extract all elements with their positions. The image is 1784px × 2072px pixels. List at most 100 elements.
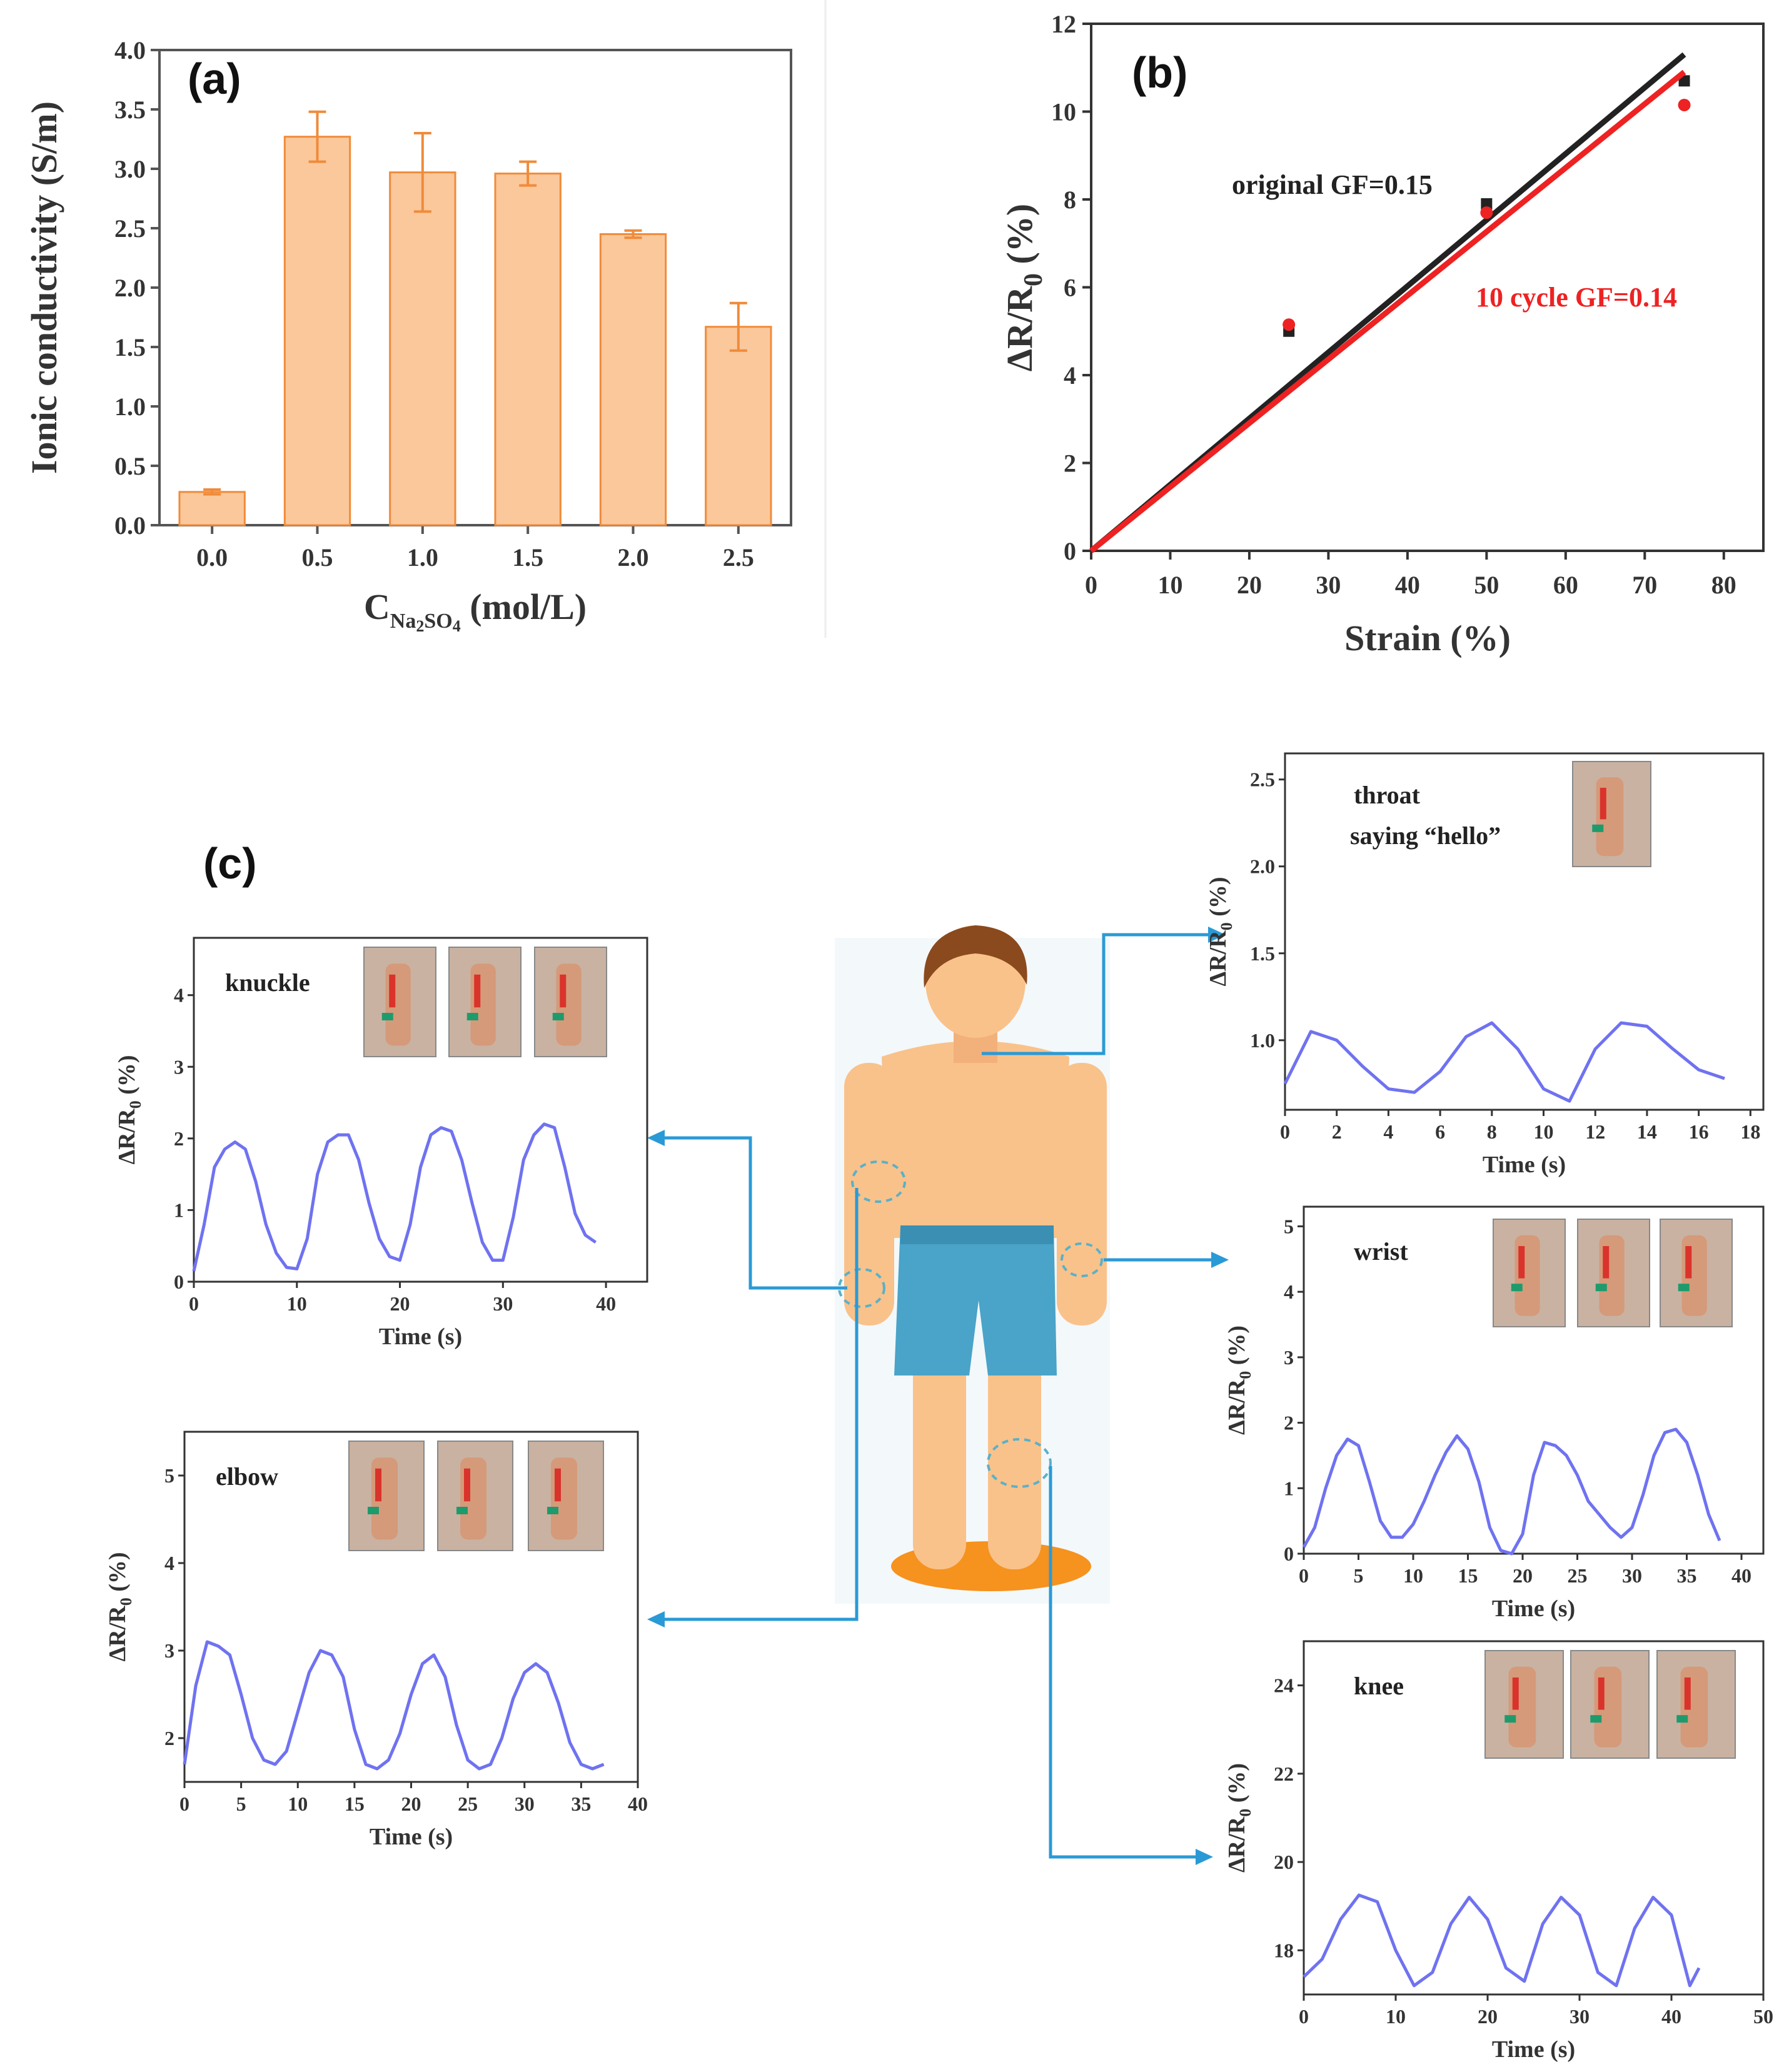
sub-xtick-label: 20 (401, 1793, 421, 1815)
arrow-heads (647, 927, 1229, 1865)
sub-y-title-sub: 0 (1236, 1371, 1254, 1379)
b-y-title-sub: 0 (1019, 273, 1048, 286)
sub-xtick-label: 6 (1435, 1120, 1445, 1143)
sub-signal-line (1303, 1893, 1701, 1988)
sub-xtick-label: 0 (1299, 2005, 1309, 2028)
arrowhead-throat (1208, 927, 1226, 943)
panel-b-y-axis: 0 2 4 6 8 10 12 (1051, 10, 1091, 565)
sub-y-axis-title: ΔR/R0 (%) (1224, 1763, 1254, 1873)
inset-photo-red-lead (1598, 1677, 1605, 1710)
sub-annotation-2: saying “hello” (1350, 822, 1501, 850)
inset-photo-red-lead (1600, 788, 1606, 820)
a-ytick-label: 3.0 (114, 155, 146, 183)
sub-inset-photo (1570, 1650, 1650, 1759)
inset-photo-green-lead (1590, 1715, 1602, 1723)
sub-y-axis-title: ΔR/R0 (%) (114, 1055, 144, 1164)
sub-xtick-label: 30 (1622, 1564, 1642, 1587)
b-xtick-label: 50 (1474, 571, 1499, 599)
knee-marker (987, 1438, 1052, 1488)
sub-xtick-label: 30 (515, 1793, 535, 1815)
panel-b-annotation-original: original GF=0.15 (1232, 169, 1433, 200)
x-title-c: C (364, 586, 390, 627)
sub-inset-photo (1572, 761, 1651, 867)
sub-y-axis-title: ΔR/R0 (%) (1205, 877, 1236, 986)
right-leg (988, 1350, 1041, 1569)
sub-ytick-label: 4 (1284, 1280, 1294, 1303)
sub-ytick-label: 0 (1284, 1542, 1294, 1565)
sub-ytick-label: 5 (1284, 1215, 1294, 1237)
sub-xtick-label: 15 (1458, 1564, 1478, 1587)
sub-ytick-label: 4 (174, 984, 184, 1007)
sub-xtick-label: 10 (288, 1793, 308, 1815)
sub-inset-photo (528, 1441, 604, 1551)
inset-photo-red-lead (1512, 1677, 1519, 1710)
b-xtick-label: 0 (1085, 571, 1097, 599)
sub-xtick-label: 10 (287, 1292, 307, 1315)
b-point-circle (1283, 318, 1296, 331)
sub-y-title-main: ΔR/R (1224, 1379, 1250, 1435)
sub-ytick-label: 2 (174, 1127, 184, 1150)
sub-xtick-label: 35 (1677, 1564, 1697, 1587)
b-xtick-label: 80 (1711, 571, 1736, 599)
sub-xtick-label: 18 (1740, 1120, 1760, 1143)
sub-ytick-label: 1.5 (1250, 942, 1275, 965)
sub-x-axis-title: Time (s) (379, 1324, 462, 1350)
shorts (894, 1225, 1057, 1375)
sub-ytick-label: 3 (164, 1639, 174, 1662)
panel-a-y-axis-title: Ionic conductivity (S/m) (24, 101, 64, 474)
b-fit-line-1 (1089, 69, 1686, 553)
sub-xtick-label: 35 (571, 1793, 591, 1815)
sub-xtick-label: 40 (1661, 2005, 1681, 2028)
a-bar (494, 173, 562, 526)
a-xtick-label: 0.0 (196, 543, 228, 571)
sub-y-title-unit: (%) (1224, 1325, 1250, 1371)
a-bar (389, 171, 456, 526)
a-ytick-label: 4.0 (114, 36, 146, 64)
sub-inset-photo (448, 947, 522, 1057)
sub-y-title-unit: (%) (1205, 877, 1231, 922)
x-title-sub-4: 4 (453, 617, 461, 635)
x-title-sub-na: Na (390, 610, 416, 633)
inset-photo-green-lead (552, 1013, 564, 1020)
sub-signal-line (183, 1640, 605, 1771)
inset-photo-green-lead (381, 1013, 393, 1020)
sub-signal-line (1302, 1427, 1721, 1556)
a-ytick-label: 3.5 (114, 96, 146, 124)
sub-xtick-label: 0 (179, 1793, 189, 1815)
sub-y-title-unit: (%) (114, 1055, 140, 1100)
arrowhead-elbow (647, 1611, 665, 1627)
panel-b-annotation-cycle: 10 cycle GF=0.14 (1476, 282, 1677, 313)
a-ytick-label: 2.5 (114, 214, 146, 243)
left-leg (913, 1350, 966, 1569)
b-point-square (1481, 198, 1493, 210)
panel-a: (a) 0.0 0.5 1.0 1.5 2.0 2.5 3.0 3.5 4.0 0.0 0.5 1.… (24, 0, 827, 638)
b-xtick-label: 20 (1237, 571, 1262, 599)
a-xtick-label: 2.0 (618, 543, 649, 571)
a-bar (178, 491, 246, 526)
sub-xtick-label: 14 (1637, 1120, 1657, 1143)
a-xtick-label: 2.5 (723, 543, 754, 571)
sub-y-title-sub: 0 (126, 1100, 144, 1109)
panel-b: (b) 0 2 4 6 8 10 12 0 10 20 30 40 50 60 70 80 original… (999, 10, 1765, 658)
sub-signal-line (1283, 1021, 1725, 1103)
a-bar (283, 136, 351, 526)
b-y-title-main: ΔR/R (999, 286, 1040, 371)
a-bar (705, 326, 772, 526)
arrow-throat (982, 933, 1213, 1055)
inset-photo-red-lead (1603, 1246, 1610, 1279)
inset-photo-red-lead (474, 974, 481, 1008)
sub-xtick-label: 25 (1568, 1564, 1588, 1587)
inset-photo-green-lead (1504, 1715, 1516, 1723)
arrowhead-knuckle (647, 1130, 665, 1146)
a-bar (599, 233, 667, 526)
sub-xtick-label: 12 (1585, 1120, 1605, 1143)
sub-inset-photo (1484, 1650, 1564, 1759)
sub-inset-photo (348, 1441, 425, 1551)
sub-ytick-label: 1 (174, 1199, 184, 1221)
inset-photo-green-lead (1676, 1715, 1688, 1723)
sub-xtick-label: 16 (1689, 1120, 1709, 1143)
